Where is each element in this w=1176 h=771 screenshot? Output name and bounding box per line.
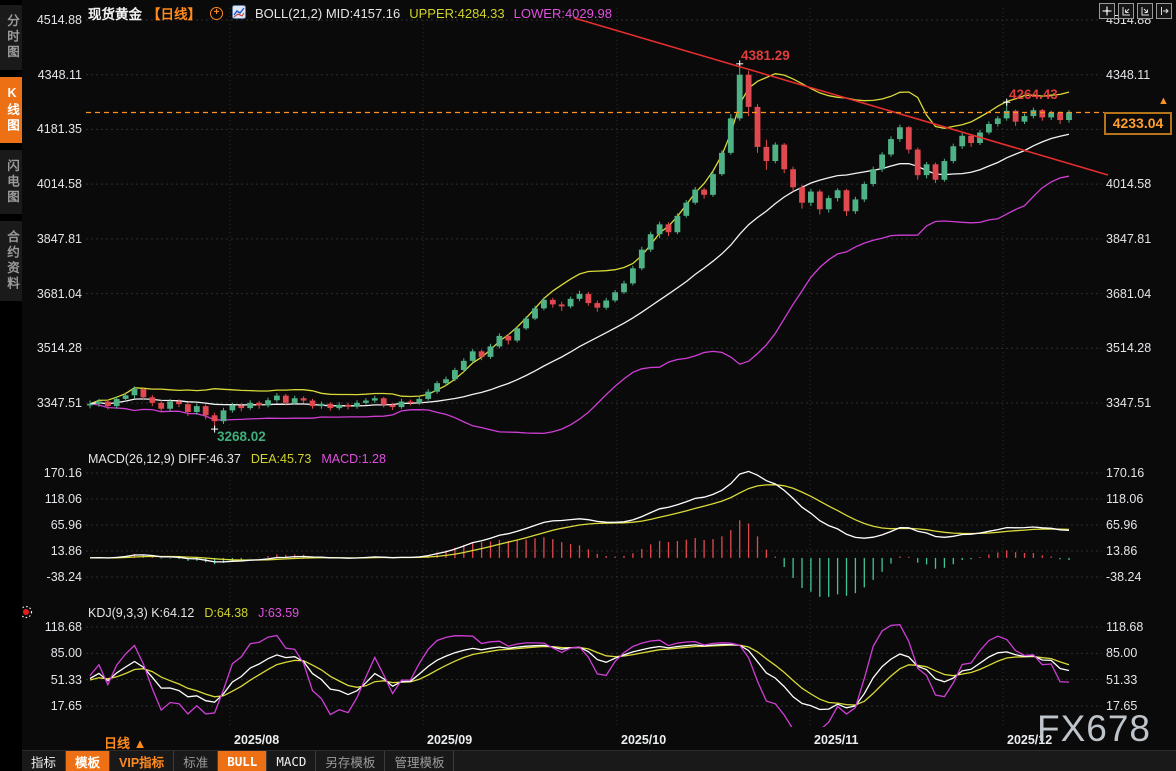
y-axis-label: 85.00 xyxy=(1106,646,1138,660)
kdj-header: KDJ(9,3,3) K:64.12 D:64.38 J:63.59 xyxy=(88,606,299,620)
hot-indicator-icon[interactable] xyxy=(19,605,33,624)
y-axis-label: 4014.58 xyxy=(1106,177,1152,191)
x-axis-label: 2025/10 xyxy=(621,733,667,747)
x-axis-label: 2025/09 xyxy=(427,733,473,747)
toolbar-tab-macd[interactable]: MACD xyxy=(267,751,317,771)
y-axis-label: 3347.51 xyxy=(36,396,82,410)
x-axis-label: 2025/08 xyxy=(234,733,280,747)
toolbar-tab-standard[interactable]: 标准 xyxy=(174,751,219,771)
toolbar-tab-manage-templates[interactable]: 管理模板 xyxy=(385,751,455,771)
sidebar: 分时图 K线图 闪电图 合约资料 xyxy=(0,0,22,771)
y-axis-label: 4348.11 xyxy=(37,68,82,82)
y-axis-label: 17.65 xyxy=(50,699,82,713)
y-axis-label: 13.86 xyxy=(50,544,82,558)
brand-watermark: FX678 xyxy=(1037,708,1152,749)
bottom-toolbar: 指标 模板 VIP指标 标准 BULL MACD 另存模板 管理模板 xyxy=(22,750,1176,771)
y-axis-label: 118.06 xyxy=(1106,492,1144,506)
sidebar-tab-flash[interactable]: 闪电图 xyxy=(0,149,22,214)
chart-tool-icons xyxy=(1099,3,1172,19)
price-up-arrow-icon: ▲ xyxy=(1158,95,1169,107)
chart-header: 现货黄金 【日线】 + BOLL(21,2) MID:4157.16 UPPER… xyxy=(88,3,612,23)
y-axis-label: -38.24 xyxy=(46,570,82,584)
chevron-up-icon: ▲ xyxy=(133,736,147,751)
y-axis-label: 85.00 xyxy=(50,646,82,660)
boll-lower-readout: LOWER:4029.98 xyxy=(513,5,612,21)
y-axis-label: 3347.51 xyxy=(1106,396,1152,410)
kdj-j-readout: J:63.59 xyxy=(258,606,300,620)
exit-pan-icon[interactable] xyxy=(1156,3,1172,19)
y-axis-label: 4014.58 xyxy=(36,177,82,191)
y-axis-label: 17.65 xyxy=(1106,699,1138,713)
symbol-name: 现货黄金 xyxy=(88,7,142,22)
period-selector-label: 日线 xyxy=(104,736,131,751)
sidebar-tab-timeshare[interactable]: 分时图 xyxy=(0,5,22,70)
kdj-k-readout: KDJ(9,3,3) K:64.12 xyxy=(88,606,195,620)
y-axis-label: 3514.28 xyxy=(1106,341,1152,355)
sidebar-tab-contract-info[interactable]: 合约资料 xyxy=(0,221,22,301)
peak-price-label: 4381.29 xyxy=(741,48,790,63)
toolbar-tab-vip-indicators[interactable]: VIP指标 xyxy=(110,751,175,771)
macd-header: MACD(26,12,9) DIFF:46.37 DEA:45.73 MACD:… xyxy=(88,452,386,466)
last-price-badge: 4233.04 xyxy=(1104,112,1172,135)
y-axis-label: 118.68 xyxy=(1106,620,1144,634)
period-selector[interactable]: 日线 ▲ xyxy=(104,733,147,752)
toolbar-tab-templates[interactable]: 模板 xyxy=(66,751,111,771)
y-axis-label: 65.96 xyxy=(50,518,82,532)
kdj-d-readout: D:64.38 xyxy=(204,606,249,620)
period-tag: 【日线】 xyxy=(147,7,201,22)
y-axis-label: 51.33 xyxy=(50,673,82,687)
boll-mid-readout: BOLL(21,2) MID:4157.16 xyxy=(255,5,401,21)
toolbar-tab-bull[interactable]: BULL xyxy=(218,751,268,771)
x-axis-label: 2025/12 xyxy=(1007,733,1053,747)
recent-high-label: 4264.43 xyxy=(1009,87,1058,102)
y-axis-label: 4181.35 xyxy=(36,122,82,136)
macd-dea-readout: DEA:45.73 xyxy=(250,452,312,466)
y-axis-label: 65.96 xyxy=(1106,518,1138,532)
y-axis-label: 170.16 xyxy=(1106,466,1145,480)
y-axis-label: 4348.11 xyxy=(1106,68,1151,82)
y-axis-label: 51.33 xyxy=(1106,673,1138,687)
circle-plus-icon[interactable]: + xyxy=(210,6,223,20)
chart-type-icon[interactable] xyxy=(232,4,246,22)
y-axis-label: 170.16 xyxy=(43,466,82,480)
crosshair-move-icon[interactable] xyxy=(1099,3,1115,19)
y-axis-label: 3681.04 xyxy=(1106,287,1152,301)
y-axis-label: 4514.88 xyxy=(36,13,82,27)
scale-left-icon[interactable] xyxy=(1118,3,1134,19)
boll-upper-readout: UPPER:4284.33 xyxy=(409,5,505,21)
toolbar-tab-save-template[interactable]: 另存模板 xyxy=(316,751,386,771)
y-axis-label: 13.86 xyxy=(1106,544,1138,558)
low-price-label: 3268.02 xyxy=(217,429,266,444)
y-axis-label: 3847.81 xyxy=(1106,232,1152,246)
y-axis-label: 118.68 xyxy=(44,620,82,634)
y-axis-label: 3514.28 xyxy=(36,341,82,355)
macd-hist-readout: MACD:1.28 xyxy=(321,452,386,466)
y-axis-label: 3681.04 xyxy=(36,287,82,301)
toolbar-tab-indicators[interactable]: 指标 xyxy=(22,751,67,771)
macd-diff-readout: MACD(26,12,9) DIFF:46.37 xyxy=(88,452,241,466)
y-axis-label: 3847.81 xyxy=(36,232,82,246)
x-axis-label: 2025/11 xyxy=(814,733,859,747)
sidebar-tab-kline[interactable]: K线图 xyxy=(0,76,22,143)
scale-right-icon[interactable] xyxy=(1137,3,1153,19)
y-axis-label: -38.24 xyxy=(1106,570,1142,584)
y-axis-label: 118.06 xyxy=(44,492,82,506)
